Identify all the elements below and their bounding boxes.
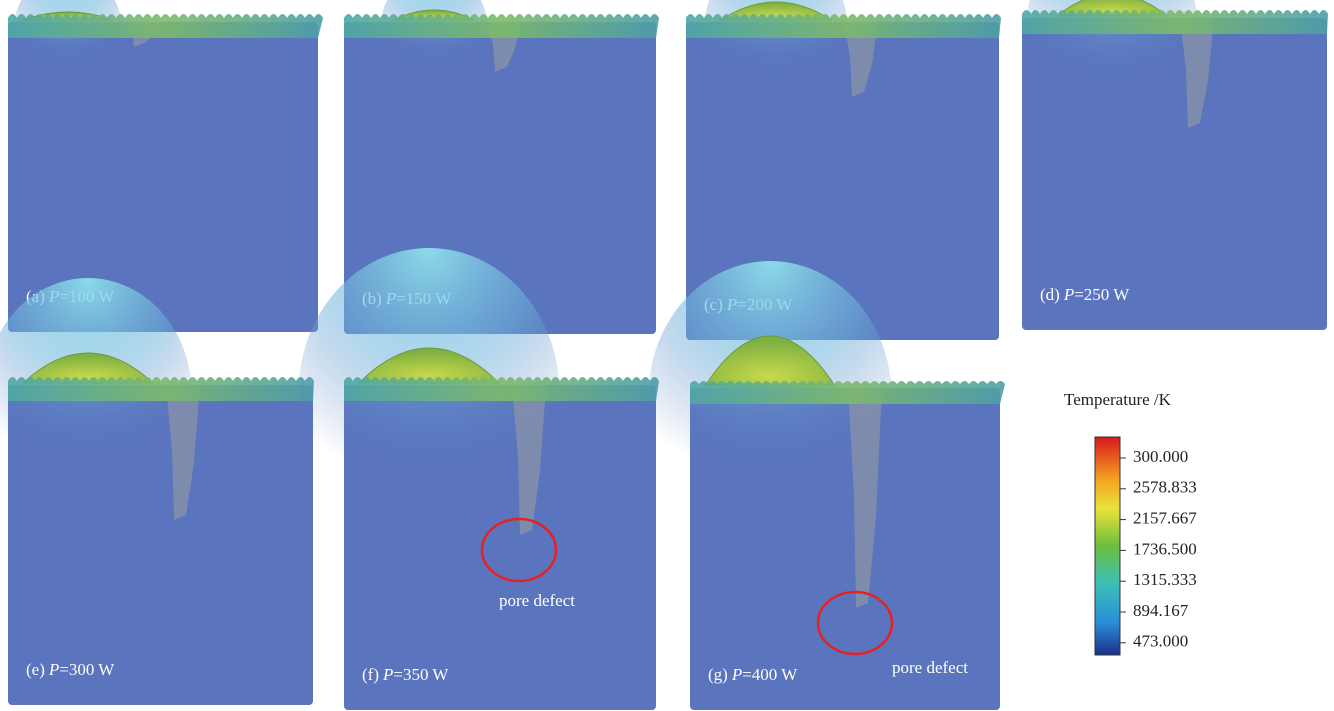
- powder-layer: [690, 381, 1005, 404]
- power-value: =400 W: [742, 665, 798, 684]
- colorbar-label: 300.000: [1133, 447, 1188, 466]
- figure: Temperature /K (a)P=100 W(b)P=150 W(c)P=…: [0, 0, 1334, 711]
- colorbar-label: 2157.667: [1133, 509, 1197, 528]
- panel-label: (e)P=300 W: [26, 660, 115, 679]
- colorbar-title: Temperature /K: [1064, 390, 1172, 409]
- colorbar: [1095, 437, 1120, 655]
- power-value: =300 W: [59, 660, 115, 679]
- power-value: =350 W: [393, 665, 449, 684]
- colorbar-label: 473.000: [1133, 632, 1188, 651]
- panel-label: (f)P=350 W: [362, 665, 449, 684]
- panel-tag: (e): [26, 660, 45, 679]
- panel-tag: (g): [708, 665, 728, 684]
- colorbar-label: 1315.333: [1133, 570, 1197, 589]
- powder-layer: [8, 14, 323, 38]
- page: {"panels": [ {"tag": "(a)", "symbol": "P…: [0, 0, 1334, 711]
- colorbar-label: 894.167: [1133, 601, 1189, 620]
- panel: (e)P=300 W: [0, 278, 314, 705]
- power-symbol: P: [48, 660, 59, 679]
- annotation: pore defect: [499, 591, 575, 610]
- panel-label: (d)P=250 W: [1040, 285, 1130, 304]
- power-symbol: P: [1063, 285, 1074, 304]
- powder-layer: [686, 14, 1001, 38]
- power-value: =250 W: [1074, 285, 1130, 304]
- colorbar-label: 1736.500: [1133, 539, 1197, 558]
- panel-tag: (d): [1040, 285, 1060, 304]
- powder-layer: [344, 377, 659, 401]
- panel: (a)P=100 W: [8, 0, 323, 332]
- power-symbol: P: [382, 665, 393, 684]
- panel-tag: (f): [362, 665, 379, 684]
- panel: (d)P=250 W: [1022, 0, 1328, 330]
- colorbar-label: 2578.833: [1133, 478, 1197, 497]
- powder-layer: [344, 14, 659, 38]
- power-symbol: P: [731, 665, 742, 684]
- annotation: pore defect: [892, 658, 968, 677]
- panel-label: (g)P=400 W: [708, 665, 798, 684]
